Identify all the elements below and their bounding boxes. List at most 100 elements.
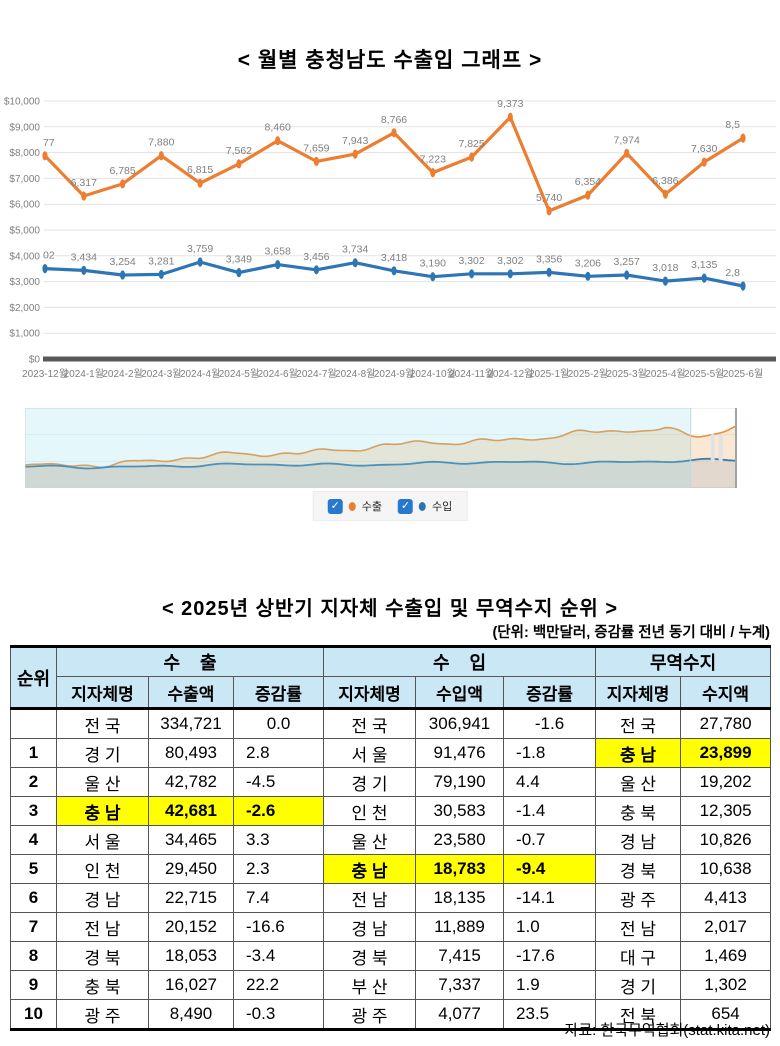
export-region-cell: 경 남 [56, 883, 149, 913]
header-export-region: 지자체명 [56, 676, 149, 710]
data-point [701, 273, 707, 283]
data-point [624, 270, 630, 280]
balance-amount-cell: 12,305 [680, 796, 772, 826]
data-point [352, 258, 358, 268]
data-label: 3,349 [226, 254, 252, 266]
data-label: 3,018 [652, 262, 678, 274]
data-label: 3,135 [691, 259, 717, 271]
import-amount-cell: 91,476 [415, 738, 505, 768]
export-checkbox-icon[interactable]: ✓ [327, 498, 343, 514]
data-label: 6,815 [187, 164, 213, 176]
data-label: 3,281 [148, 255, 174, 267]
export-region-cell: 경 기 [56, 738, 149, 768]
export-rate-cell: 0.0 [232, 708, 325, 739]
data-point [430, 168, 436, 178]
balance-region-cell: 울 산 [595, 767, 682, 797]
import-rate-cell: -1.4 [503, 796, 597, 826]
export-region-cell: 전 남 [56, 912, 149, 942]
export-amount-cell: 8,490 [148, 999, 234, 1030]
rank-cell: 1 [10, 738, 57, 768]
data-point [507, 269, 513, 279]
export-series-marker-icon [348, 501, 356, 511]
data-label: 7,974 [614, 134, 640, 146]
import-amount-cell: 79,190 [415, 767, 505, 797]
legend-export-label: 수출 [361, 501, 382, 513]
balance-amount-cell: 27,780 [680, 708, 772, 739]
export-rate-cell: 2.8 [232, 738, 325, 768]
import-amount-cell: 7,415 [415, 941, 505, 971]
navigator-grip-icon[interactable] [718, 434, 723, 462]
y-axis-label: $9,000 [9, 122, 40, 133]
navigator-grip-icon[interactable] [710, 434, 715, 462]
x-axis-baseline [43, 356, 776, 362]
export-amount-cell: 34,465 [148, 825, 234, 855]
data-label: 3,456 [303, 251, 329, 263]
data-point [42, 264, 48, 274]
balance-region-cell: 경 기 [595, 970, 682, 1000]
import-series-marker-icon [419, 501, 426, 511]
navigator-selection[interactable] [25, 408, 692, 488]
y-axis-label: $3,000 [9, 277, 40, 288]
data-point [197, 257, 203, 267]
export-amount-cell: 16,027 [148, 970, 234, 1000]
balance-amount-cell: 1,302 [680, 970, 772, 1000]
export-rate-cell: -2.6 [232, 796, 325, 826]
import-amount-cell: 23,580 [415, 825, 505, 855]
header-import-rate: 증감률 [503, 676, 597, 710]
import-region-cell: 서 울 [323, 738, 417, 768]
y-axis-label: $2,000 [9, 303, 40, 314]
data-label: 8,5 [725, 119, 740, 131]
data-point [352, 149, 358, 159]
data-label: 7,659 [303, 142, 329, 154]
import-region-cell: 경 북 [323, 941, 417, 971]
rank-cell: 6 [10, 883, 57, 913]
x-axis-label: 2024-2월 [102, 368, 142, 380]
x-axis-label: 2024-5월 [219, 368, 259, 380]
data-label: 3,254 [109, 256, 135, 268]
data-label: 6,354 [575, 176, 601, 188]
import-region-cell: 부 산 [323, 970, 417, 1000]
balance-amount-cell: 23,899 [680, 738, 772, 768]
data-label: 3,257 [614, 256, 640, 268]
export-amount-cell: 42,681 [148, 796, 234, 826]
x-axis-label: 2025-1월 [529, 368, 569, 380]
y-axis-label: $8,000 [9, 148, 40, 159]
data-label: 8,460 [265, 122, 291, 134]
data-point [275, 260, 281, 270]
x-axis-label: 2024-11월 [449, 368, 494, 380]
table-title: < 2025년 상반기 지자체 수출입 및 무역수지 순위 > [161, 598, 619, 620]
chart-range-navigator[interactable] [25, 408, 737, 488]
chart-title: < 월별 충청남도 수출입 그래프 > [237, 49, 543, 72]
export-amount-cell: 334,721 [148, 708, 234, 739]
header-balance-amount: 수지액 [680, 676, 772, 710]
import-rate-cell: -1.8 [503, 738, 597, 768]
legend-item-import[interactable]: ✓ 수입 [398, 498, 452, 514]
data-label: 3,734 [342, 244, 368, 256]
rank-cell: 7 [10, 912, 57, 942]
import-region-cell: 전 국 [323, 708, 417, 739]
data-label: 7,223 [420, 154, 446, 166]
import-amount-cell: 4,077 [415, 999, 505, 1030]
import-rate-cell: -0.7 [503, 825, 597, 855]
import-checkbox-icon[interactable]: ✓ [398, 498, 413, 514]
data-point [585, 190, 591, 200]
legend-item-export[interactable]: ✓ 수출 [327, 498, 382, 514]
monthly-line-chart: $0 $1,000 $2,000 $3,000 $4,000 $5,000 $6,000 $7… [4, 97, 776, 380]
data-point [81, 265, 87, 275]
header-rank: 순위 [10, 646, 57, 710]
data-point [158, 151, 164, 161]
export-rate-cell: -16.6 [232, 912, 325, 942]
balance-region-cell: 충 남 [595, 738, 682, 768]
export-region-cell: 경 북 [56, 941, 149, 971]
import-region-cell: 경 남 [323, 912, 417, 942]
legend-import-label: 수입 [432, 501, 453, 513]
export-rate-cell: -3.4 [232, 941, 325, 971]
x-axis-label: 2024-9월 [374, 368, 414, 380]
import-rate-cell: 23.5 [503, 999, 597, 1030]
data-label: 3,658 [265, 246, 291, 258]
data-point [313, 265, 319, 275]
import-region-cell: 광 주 [323, 999, 417, 1030]
